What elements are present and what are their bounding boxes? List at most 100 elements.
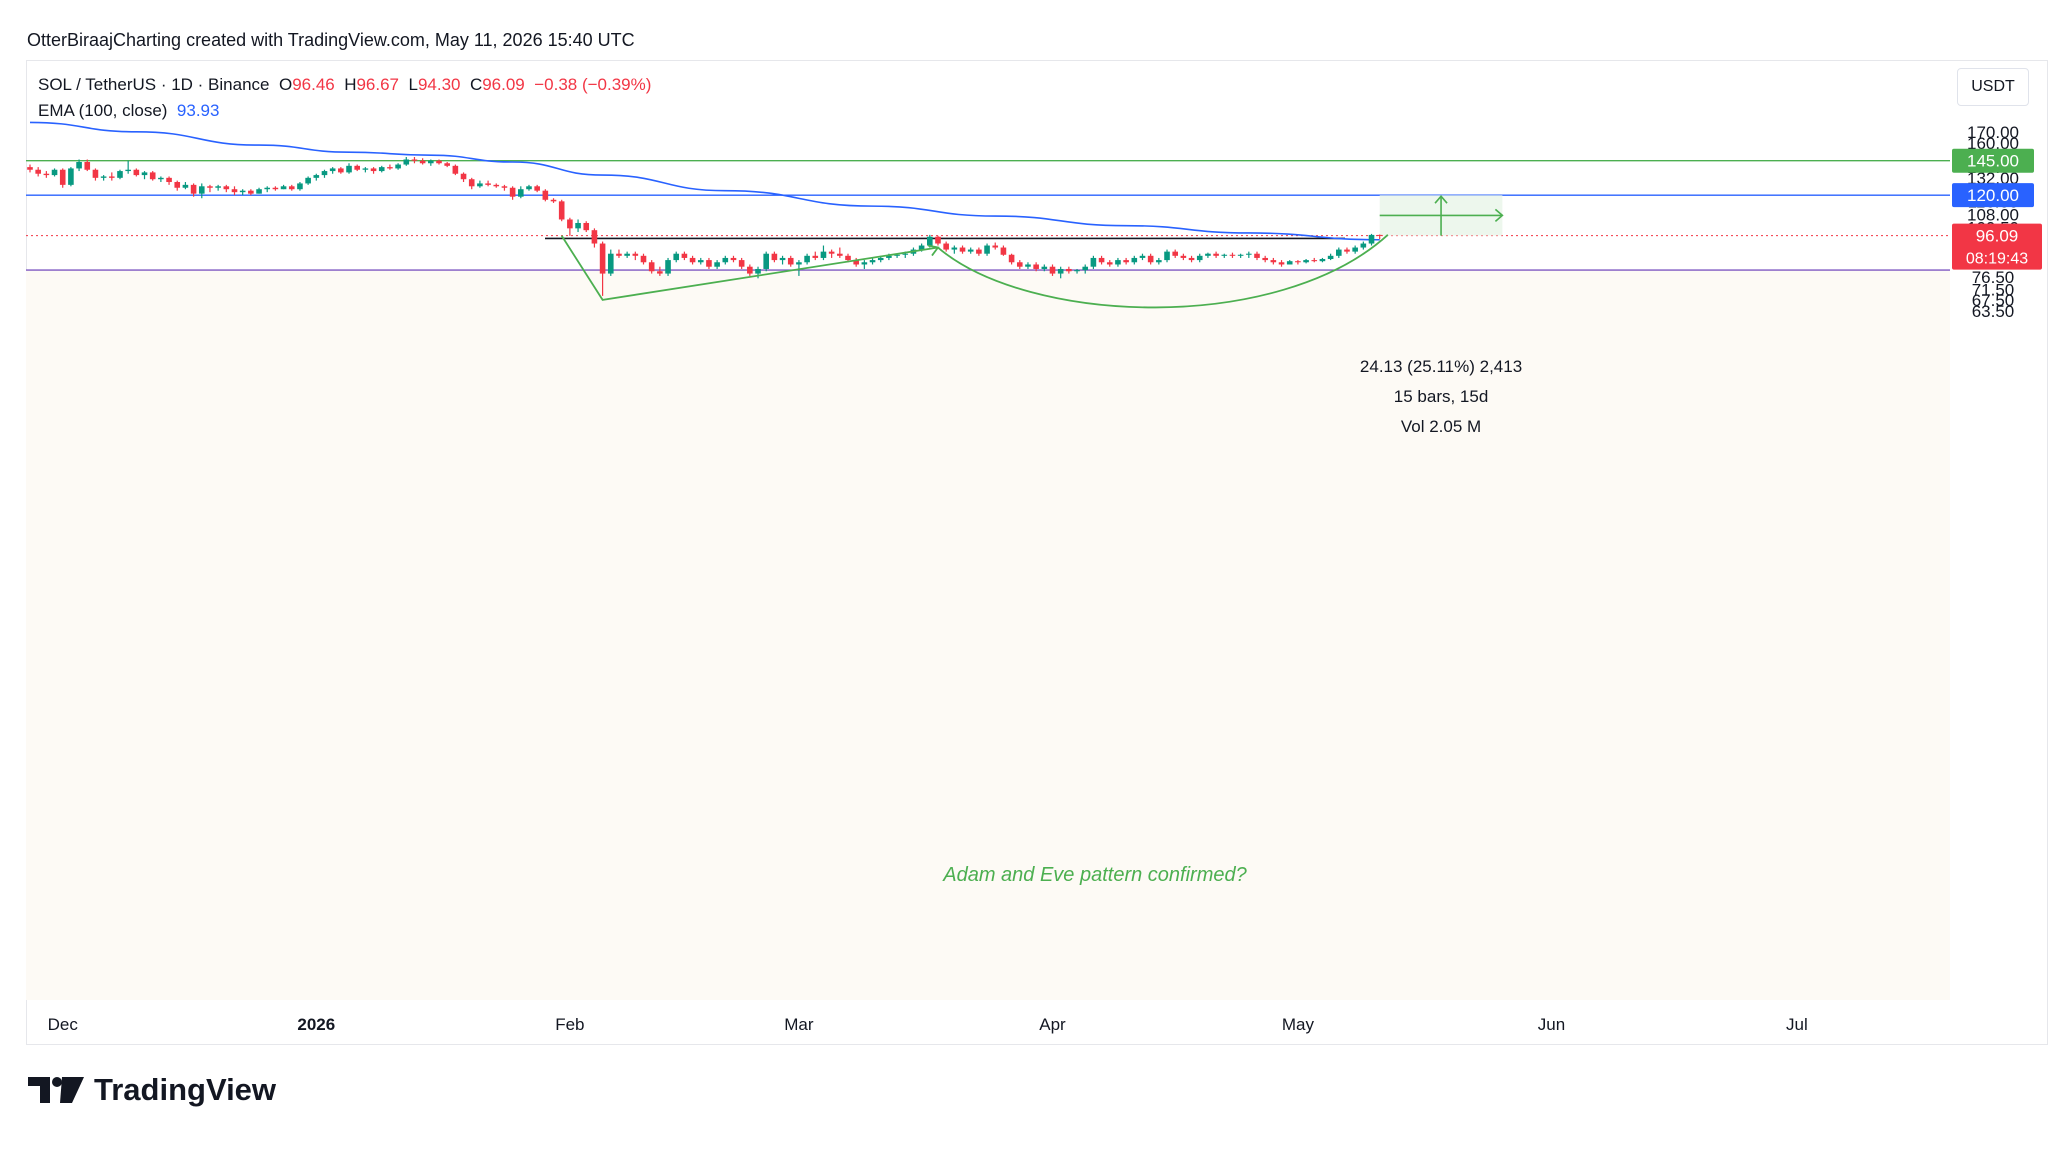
candle-body	[1262, 257, 1268, 261]
candle-body	[1246, 253, 1252, 255]
candle-body	[812, 255, 819, 258]
x-tick-label: May	[1282, 1015, 1315, 1034]
candle-body	[1123, 260, 1129, 263]
candle-body	[959, 247, 966, 252]
candle-body	[1311, 260, 1318, 262]
x-tick-label: Jun	[1538, 1015, 1565, 1034]
candle-body	[648, 262, 655, 272]
candle-body	[1327, 255, 1334, 260]
candle-body	[689, 257, 696, 263]
candle-body	[738, 260, 745, 267]
candle-body	[288, 186, 295, 190]
currency-selector[interactable]: USDT	[1957, 68, 2029, 106]
symbol-label[interactable]: SOL / TetherUS · 1D · Binance	[38, 75, 270, 94]
candle-body	[1106, 262, 1113, 265]
candle-body	[1295, 261, 1301, 263]
candle-body	[125, 169, 131, 172]
candle-body	[1319, 259, 1326, 262]
candle-body	[820, 251, 827, 258]
candle-body	[92, 169, 99, 178]
candle-body	[1164, 251, 1170, 261]
y-tick-label: 71.50	[1972, 280, 2015, 299]
candle-body	[460, 173, 467, 180]
candle-body	[84, 161, 91, 170]
close-label: C	[469, 75, 483, 94]
candle-body	[640, 255, 647, 263]
candle-body	[35, 169, 41, 174]
x-tick-label: Mar	[784, 1015, 814, 1034]
x-tick-label: Jul	[1786, 1015, 1808, 1034]
candle-body	[272, 187, 279, 190]
y-tick-label: 63.50	[1972, 302, 2015, 321]
candle-body	[223, 186, 230, 190]
open-label: O	[278, 75, 293, 94]
candle-body	[607, 253, 614, 274]
candle-body	[370, 168, 377, 172]
candle-body	[935, 236, 941, 244]
candle-body	[403, 159, 410, 165]
high-label: H	[344, 75, 357, 94]
candle-body	[828, 251, 835, 254]
candle-body	[1172, 251, 1178, 256]
candles-group	[27, 157, 1383, 296]
ema-legend-row[interactable]: EMA (100, close) 93.93	[38, 98, 651, 124]
candle-body	[984, 245, 990, 254]
measure-label-2: 15 bars, 15d	[1394, 387, 1489, 406]
candle-body	[681, 253, 688, 258]
candle-body	[943, 243, 949, 250]
candle-body	[665, 260, 671, 274]
candle-body	[59, 169, 66, 185]
candle-body	[444, 163, 450, 166]
candle-body	[558, 201, 565, 220]
candle-body	[141, 172, 148, 176]
candle-body	[902, 253, 909, 255]
candle-body	[1066, 268, 1072, 272]
candle-body	[395, 164, 401, 169]
candle-body	[1074, 270, 1080, 272]
candle-body	[755, 268, 761, 274]
candle-body	[485, 183, 491, 185]
candle-body	[362, 168, 369, 170]
candle-body	[1303, 260, 1309, 263]
candle-body	[567, 219, 573, 229]
pattern-annotation: Adam and Eve pattern confirmed?	[942, 864, 1247, 886]
candle-body	[280, 186, 287, 190]
candle-body	[992, 245, 999, 248]
candle-body	[575, 222, 581, 229]
candle-body	[1196, 255, 1203, 261]
ohlc-legend-row: SOL / TetherUS · 1D · Binance O96.46 H96…	[38, 72, 651, 98]
change-value: −0.38 (−0.39%)	[534, 75, 652, 94]
candle-body	[1008, 254, 1015, 263]
candle-body	[149, 172, 156, 180]
chart-caption: OtterBiraajCharting created with Trading…	[27, 30, 635, 50]
candle-body	[599, 243, 606, 274]
candle-body	[673, 253, 680, 261]
candle-body	[190, 184, 197, 194]
candle-body	[1336, 249, 1342, 256]
y-tick-label: 67.50	[1972, 291, 2015, 310]
candle-body	[109, 176, 115, 178]
candle-body	[730, 257, 737, 261]
level-tag-label-0: 145.00	[1967, 152, 2019, 171]
last-price-countdown: 08:19:43	[1966, 251, 2028, 268]
x-tick-label: Apr	[1039, 1015, 1066, 1034]
candle-body	[68, 168, 74, 185]
candle-body	[117, 171, 123, 178]
candle-body	[747, 266, 753, 274]
candle-body	[329, 168, 336, 172]
candle-body	[321, 171, 328, 176]
candle-body	[796, 262, 802, 265]
candle-body	[877, 257, 884, 261]
y-tick-label: 170.00	[1967, 123, 2019, 142]
candle-body	[869, 260, 876, 263]
open-value: 96.46	[292, 75, 335, 94]
candle-body	[1016, 262, 1023, 267]
candle-body	[534, 186, 540, 191]
measure-label-3: Vol 2.05 M	[1401, 417, 1481, 436]
candle-body	[706, 260, 712, 267]
candle-body	[624, 253, 630, 256]
tradingview-logo[interactable]: TradingView	[28, 1072, 276, 1108]
adam-pattern-line	[560, 235, 939, 301]
candle-body	[354, 165, 360, 170]
